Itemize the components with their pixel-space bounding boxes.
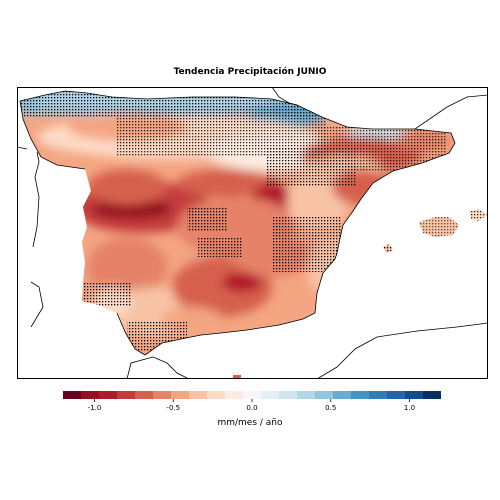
colorbar-cell [279,391,298,399]
colorbar-cell [117,391,136,399]
colorbar-cell [189,391,208,399]
colorbar-tick-label: -1.0 [87,404,102,412]
trend-field [20,91,455,355]
colorbar-cell [369,391,388,399]
colorbar-tick-label: -0.5 [166,404,181,412]
colorbar-cell [207,391,226,399]
colorbar-cell [405,391,424,399]
balearic-islands [383,209,487,253]
colorbar-cell [423,391,441,399]
colorbar-cell [225,391,244,399]
colorbar-cell [81,391,100,399]
colorbar-cell [297,391,316,399]
map-title: Tendencia Precipitación JUNIO [173,67,327,77]
colorbar-cell [153,391,172,399]
colorbar-cell [243,391,262,399]
colorbar-cell [333,391,352,399]
colorbar-tick-label: 0.5 [325,404,337,412]
colorbar-cell [171,391,190,399]
colorbar [63,391,441,402]
colorbar-cell [387,391,406,399]
colorbar-label: mm/mes / año [217,418,283,428]
colorbar-cell [99,391,118,399]
colorbar-cell [261,391,280,399]
colorbar-tick-label: 0.0 [246,404,258,412]
map-panel [17,87,488,379]
coastlines [17,87,488,379]
colorbar-cell [315,391,334,399]
colorbar-cell [63,391,82,399]
colorbar-cell [135,391,154,399]
colorbar-cell [351,391,370,399]
colorbar-tick-label: 1.0 [403,404,416,412]
